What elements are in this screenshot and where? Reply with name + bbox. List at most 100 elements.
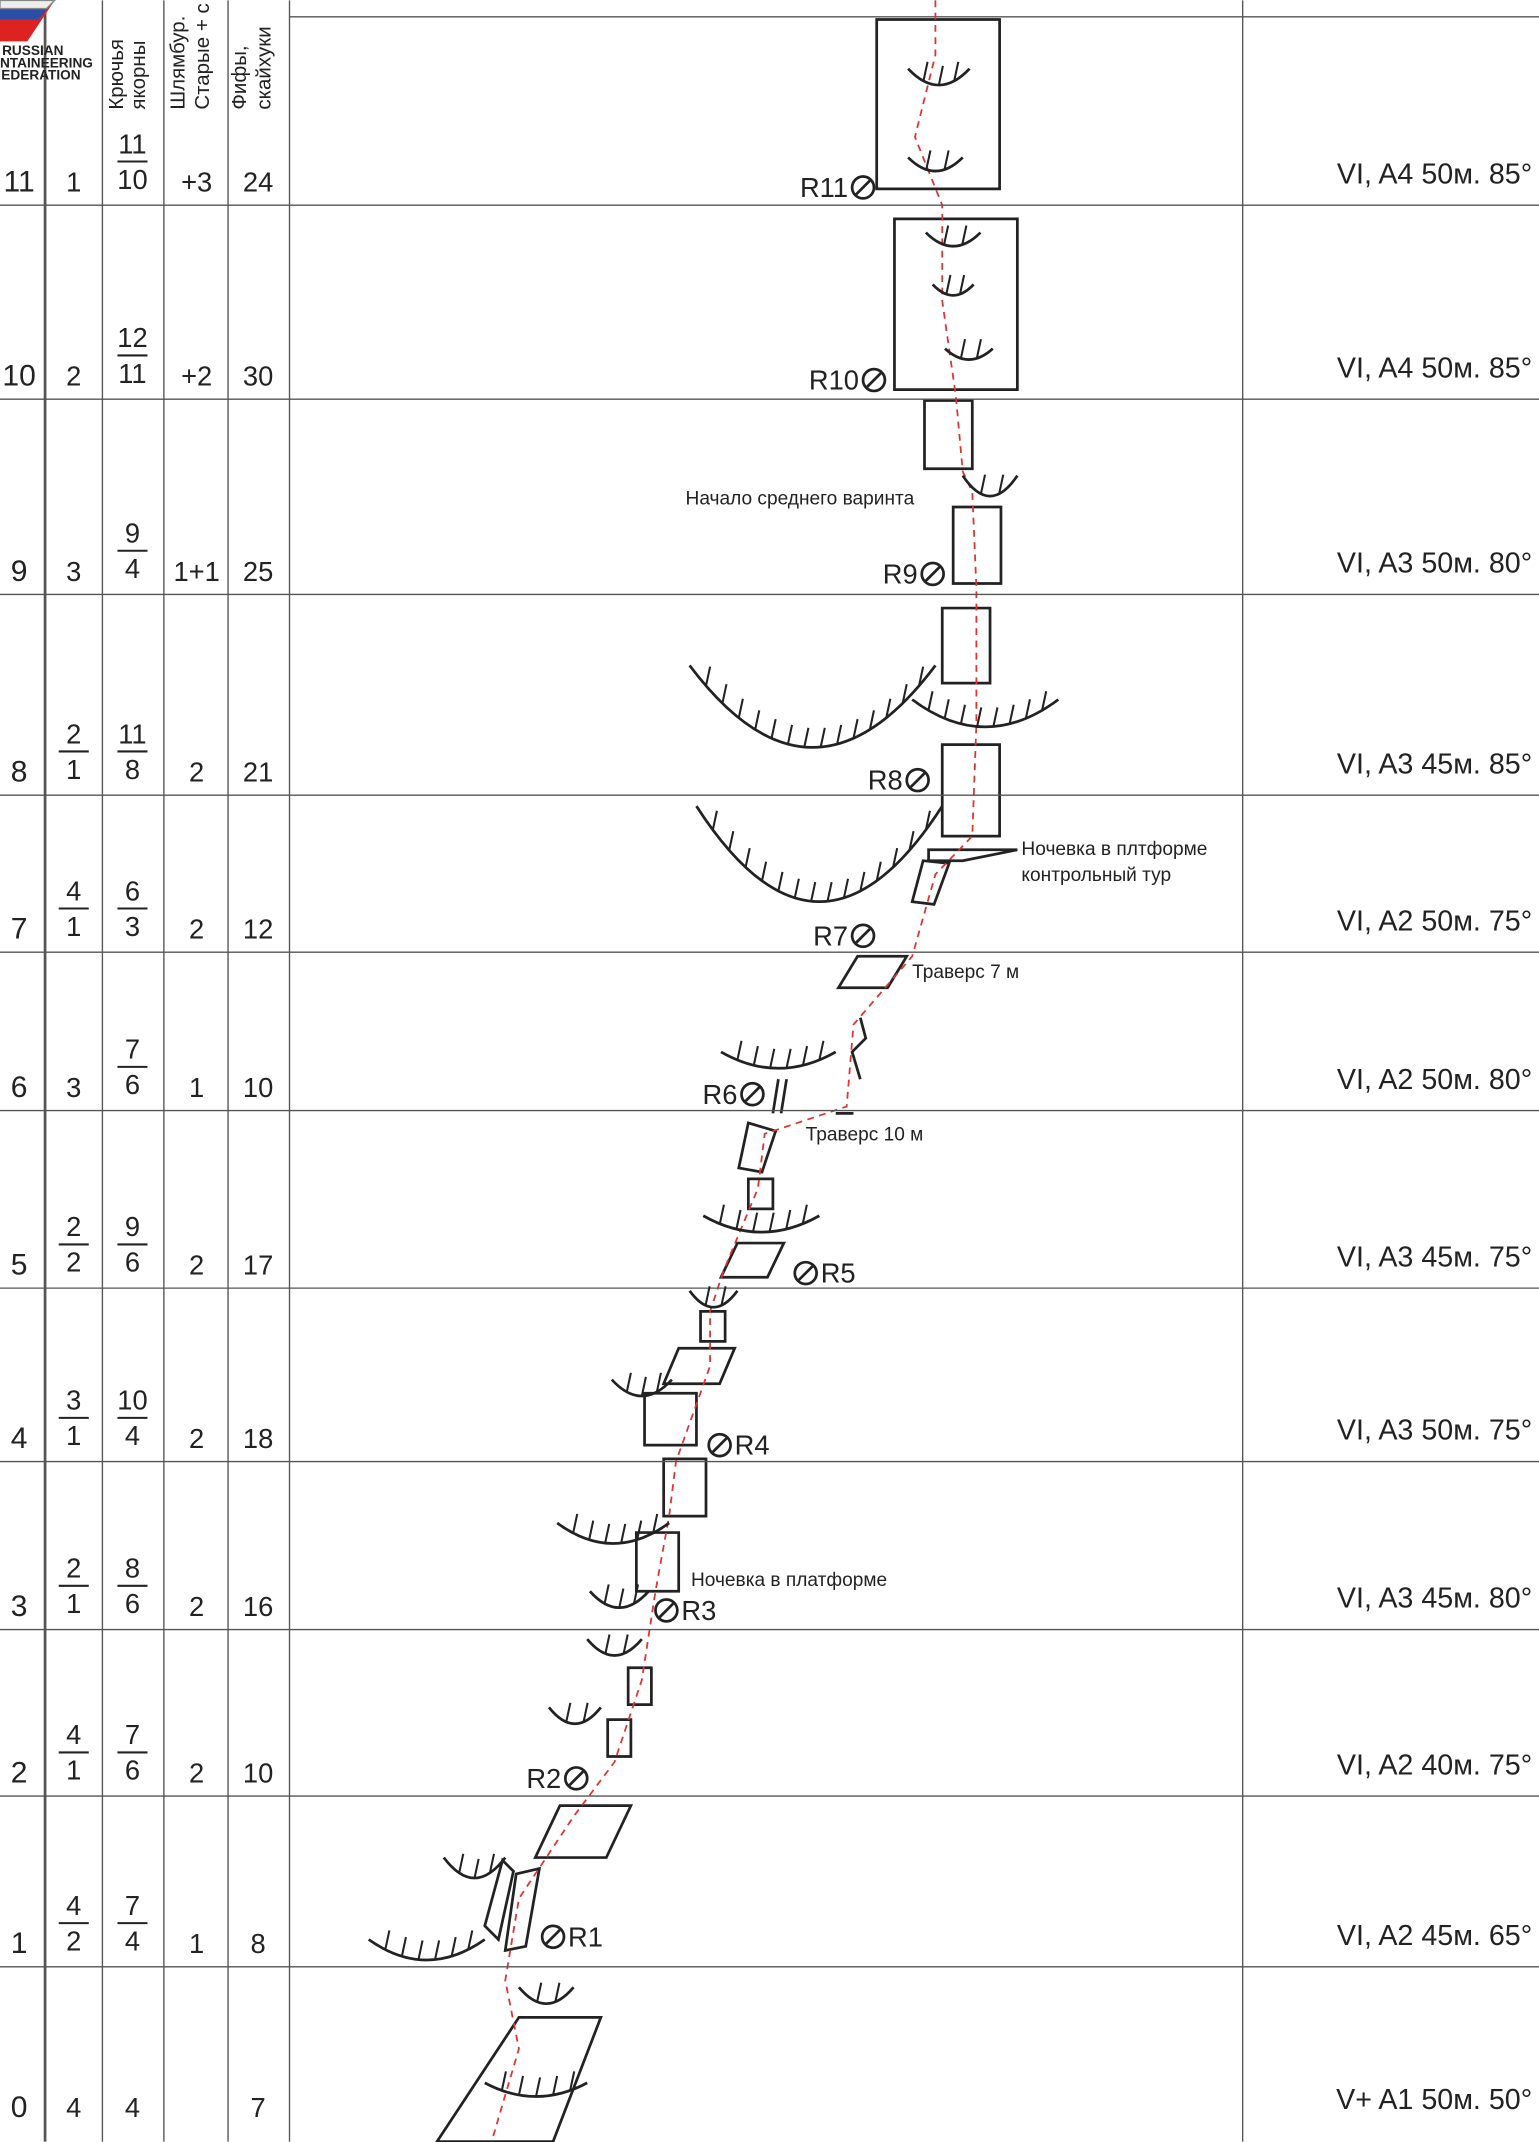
roof-hatch xyxy=(636,1520,643,1540)
grade: VI, A3 45м. 75° xyxy=(1337,1241,1532,1273)
fraction-bottom: 6 xyxy=(125,1588,140,1619)
roof-hatch xyxy=(384,1930,391,1950)
cell-value: 17 xyxy=(243,1249,273,1280)
pitch-number: 7 xyxy=(11,913,28,946)
cell-value: 1 xyxy=(189,1072,204,1103)
anchor-bolt-mark xyxy=(866,372,882,388)
logo-flag xyxy=(0,0,56,10)
cell-value: 7 xyxy=(250,2092,265,2123)
roof-hatch xyxy=(632,1584,640,1604)
anchor-bolt-mark xyxy=(855,928,871,944)
roof-hatch xyxy=(859,871,866,892)
annotation: Траверс 7 м xyxy=(912,962,1019,983)
roof-hatch xyxy=(979,474,987,495)
grade: VI, A4 50м. 85° xyxy=(1337,158,1532,190)
grade: VI, A2 40м. 75° xyxy=(1337,1749,1532,1781)
roof-hatch xyxy=(842,878,850,899)
roof-hatch xyxy=(908,830,915,851)
cell-value: +3 xyxy=(181,167,212,198)
fraction-bottom: 2 xyxy=(66,1247,81,1278)
annotation: Траверс 10 м xyxy=(806,1125,924,1146)
roof-hatch xyxy=(777,871,784,892)
column-header: Крючья xyxy=(105,39,128,110)
roof-hatch xyxy=(770,718,777,739)
roof-hatch xyxy=(927,691,934,711)
column-header: скайхуки xyxy=(252,26,275,109)
anchor-bolt-mark xyxy=(909,772,926,788)
grade: VI, A3 50м. 80° xyxy=(1337,548,1532,580)
anchor-bolt xyxy=(850,175,876,200)
fraction-bottom: 1 xyxy=(66,1420,81,1451)
roof-hatch xyxy=(588,1520,595,1540)
roof-hatch xyxy=(434,1940,441,1960)
fraction-top: 8 xyxy=(125,1553,140,1584)
pitch-number: 0 xyxy=(11,2091,28,2124)
roof-hatch xyxy=(810,881,817,902)
roof-hatch xyxy=(744,847,751,868)
anchor-label: R9 xyxy=(883,558,918,589)
roof-hatch xyxy=(618,1588,625,1608)
cell-value: 8 xyxy=(250,1928,265,1959)
fraction-top: 9 xyxy=(125,518,140,549)
column-header: Фифы, xyxy=(228,45,251,109)
fraction-bottom: 4 xyxy=(125,1925,140,1956)
fraction-bottom: 1 xyxy=(66,1755,81,1786)
roof-hatch xyxy=(604,1634,611,1654)
roof-hatch xyxy=(852,718,859,739)
roof-hatch xyxy=(704,1286,711,1306)
fraction-top: 11 xyxy=(118,718,146,749)
roof-hatch xyxy=(959,338,967,359)
roof-hatch xyxy=(801,1204,808,1224)
fraction-bottom: 2 xyxy=(66,1925,81,1956)
anchor-bolt xyxy=(740,1081,765,1107)
fraction-bottom: 10 xyxy=(117,164,147,195)
anchor-label: R11 xyxy=(800,172,848,203)
roof-hatch xyxy=(760,861,768,882)
grade: V+ A1 50м. 50° xyxy=(1336,2084,1532,2116)
roof-hatch xyxy=(1008,704,1015,725)
fraction-top: 2 xyxy=(66,1553,81,1584)
fraction-top: 2 xyxy=(66,718,81,749)
column-header: Старые + с xyxy=(191,3,214,109)
fraction-top: 3 xyxy=(66,1385,81,1416)
anchor-bolt xyxy=(707,1432,732,1458)
cell-value: 2 xyxy=(189,1591,204,1622)
roof-hatch xyxy=(754,710,761,730)
cell-value: 21 xyxy=(243,756,273,787)
cell-value: 2 xyxy=(189,1249,204,1280)
pitch-number: 2 xyxy=(11,1756,28,1789)
roof-hatch xyxy=(473,1858,480,1879)
anchor-bolt xyxy=(905,767,930,793)
roof-hatch xyxy=(768,1212,775,1233)
roof-hatch xyxy=(572,1513,579,1534)
roof-hatch xyxy=(793,878,800,899)
roof-hatch xyxy=(976,707,983,727)
fraction-top: 4 xyxy=(66,1719,81,1750)
fraction-top: 7 xyxy=(125,1034,140,1065)
roof xyxy=(907,156,964,173)
pitch-number: 5 xyxy=(11,1248,28,1281)
roof-hatch xyxy=(604,1523,611,1544)
roof xyxy=(556,1521,670,1545)
anchor-bolt-mark xyxy=(568,1770,585,1787)
roof-hatch xyxy=(554,1982,561,2003)
logo: RUSSIAN NTAINEERING EDERATION xyxy=(0,0,93,83)
fraction-top: 4 xyxy=(66,875,81,906)
cell-value: 3 xyxy=(66,556,81,587)
logo-text: EDERATION xyxy=(1,68,80,83)
roof-hatch xyxy=(488,1853,495,1874)
roof xyxy=(720,1050,837,1070)
grade: VI, A3 45м. 80° xyxy=(1337,1583,1532,1615)
anchor-label: R8 xyxy=(868,765,903,796)
roof-hatch xyxy=(704,666,712,687)
anchor-bolt-mark xyxy=(797,1265,814,1281)
grade: VI, A2 50м. 75° xyxy=(1337,905,1532,937)
roof-hatch xyxy=(640,1376,647,1397)
fraction-top: 7 xyxy=(125,1719,140,1750)
roof-hatch xyxy=(925,150,932,170)
cell-value: 4 xyxy=(125,2092,140,2123)
roof-hatch xyxy=(943,699,950,719)
